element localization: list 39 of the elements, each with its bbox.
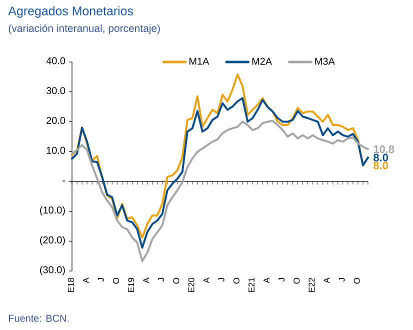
y-tick-label: (30.0) (40, 266, 65, 276)
x-tick-label: J (338, 278, 345, 282)
x-tick-label: A (324, 278, 330, 284)
legend-label: M3A (315, 58, 335, 65)
y-tick-label: 20.0 (46, 116, 66, 124)
chart-subtitle: (variación interanual, porcentaje) (8, 24, 160, 34)
y-tick-label: - (62, 180, 66, 182)
y-tick-label: 30.0 (46, 87, 66, 94)
y-tick-label: 40.0 (46, 57, 66, 64)
source-note: Fuente: BCN. (9, 314, 69, 322)
x-tick-label: E22 (308, 278, 315, 292)
x-tick-label: E19 (128, 278, 134, 292)
legend-label: M1A (190, 58, 210, 65)
x-tick-label: O (113, 278, 120, 284)
x-tick-label: A (264, 278, 270, 284)
x-tick-label: O (354, 278, 360, 284)
x-tick-label: J (158, 278, 164, 282)
x-tick-label: E20 (188, 278, 194, 292)
line-series (71, 120, 369, 262)
line-series (71, 97, 369, 249)
x-tick-label: J (278, 278, 285, 282)
x-tick-label: E21 (248, 278, 254, 292)
x-tick-label: E18 (68, 278, 74, 292)
x-tick-label: J (98, 278, 104, 282)
legend-label: M2A (252, 58, 272, 65)
y-tick-label: (10.0) (40, 206, 65, 216)
x-tick-label: O (173, 278, 180, 284)
y-tick-label: 10.0 (46, 146, 66, 154)
data-label: 10.8 (374, 145, 394, 154)
x-tick-label: J (218, 278, 224, 282)
x-tick-label: O (294, 278, 300, 284)
chart-title: Agregados Monetarios (8, 6, 134, 18)
y-tick-label: (20.0) (40, 236, 65, 246)
data-label: 8.0 (374, 162, 388, 170)
x-tick-label: O (233, 278, 240, 284)
data-label: 8.0 (374, 154, 388, 162)
x-tick-label: A (83, 278, 89, 284)
x-tick-label: A (203, 278, 210, 284)
x-tick-label: A (143, 278, 150, 284)
